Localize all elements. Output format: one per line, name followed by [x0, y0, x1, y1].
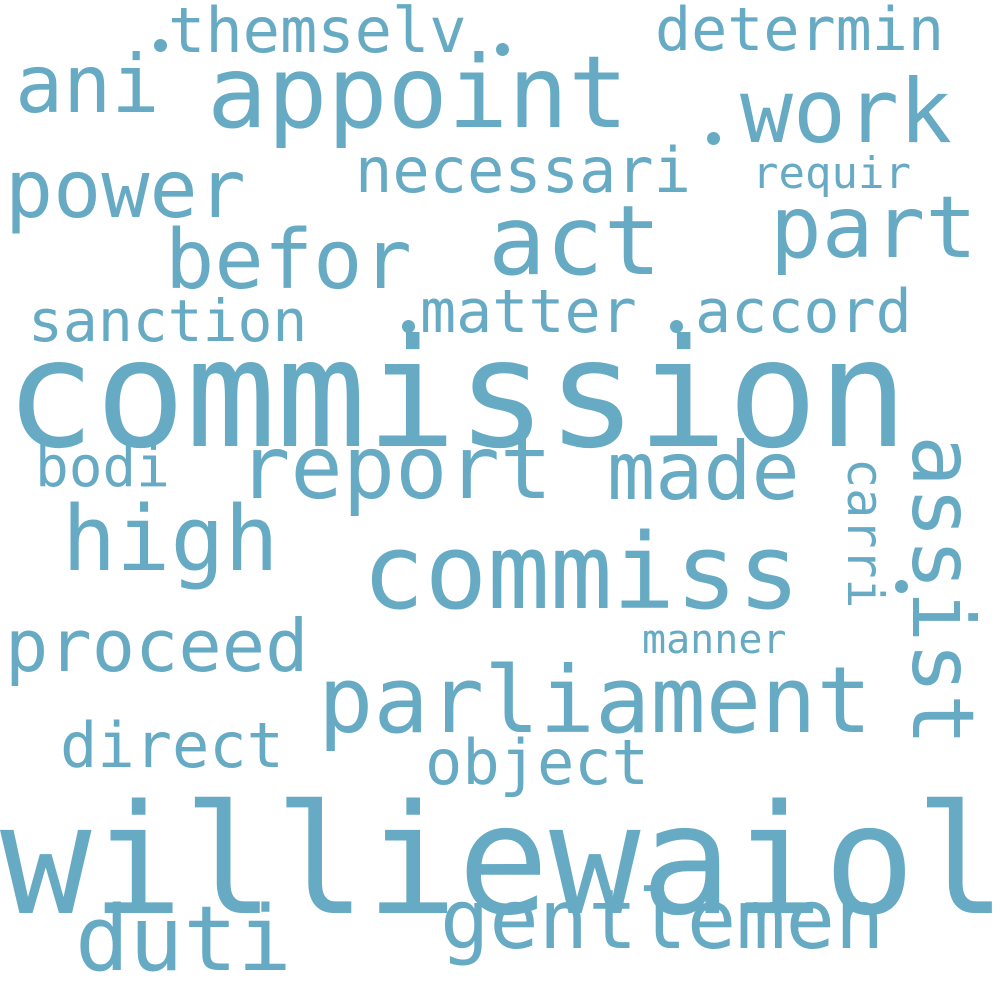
- word-ani: ani: [15, 38, 160, 131]
- word-accord: accord: [695, 277, 912, 347]
- word-power: power: [5, 143, 246, 236]
- word-williewaiola: williewaiola: [0, 772, 1000, 949]
- period-mark: [670, 320, 683, 333]
- period-mark: [496, 43, 509, 56]
- word-proceed: proceed: [5, 604, 309, 688]
- period-mark: [895, 580, 908, 593]
- word-act: act: [488, 185, 662, 297]
- word-determin: determin: [655, 0, 944, 65]
- word-parliament: parliament: [318, 647, 872, 754]
- word-direct: direct: [60, 709, 284, 782]
- word-high: high: [62, 487, 279, 592]
- word-gentlemen: gentlemen: [440, 873, 885, 968]
- word-necessari: necessari: [355, 134, 691, 207]
- word-appoint: appoint: [207, 34, 629, 151]
- period-mark: [402, 320, 415, 333]
- word-sanction: sanction: [28, 287, 308, 355]
- word-befor: befor: [165, 213, 412, 308]
- word-commission: commission: [5, 308, 909, 482]
- period-mark: [707, 132, 720, 145]
- word-assist: assist: [892, 435, 992, 746]
- word-commiss: commiss: [362, 511, 801, 633]
- word-themselv: themselv: [168, 0, 467, 67]
- word-duti: duti: [75, 887, 292, 992]
- word-requir: requir: [752, 148, 911, 199]
- word-bodi: bodi: [35, 435, 170, 500]
- word-part: part: [770, 178, 978, 278]
- period-mark: [154, 39, 167, 52]
- word-manner: manner: [642, 617, 787, 663]
- word-carri: carri: [836, 458, 894, 609]
- word-report: report: [238, 417, 553, 519]
- word-object: object: [425, 726, 649, 799]
- word-made: made: [607, 425, 800, 518]
- word-work: work: [740, 60, 952, 163]
- word-matter: matter: [420, 277, 637, 347]
